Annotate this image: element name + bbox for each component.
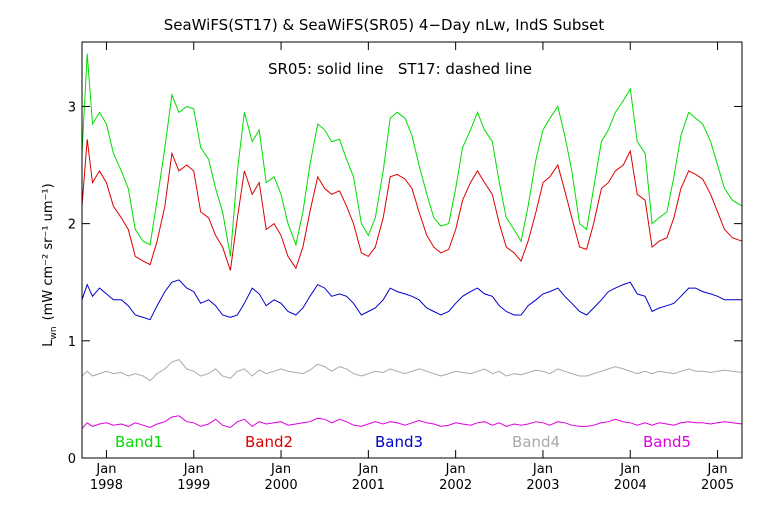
y-tick-label: 3 — [68, 100, 76, 115]
x-tick-label-month: Jan — [445, 462, 466, 477]
y-tick-label: 0 — [68, 452, 76, 467]
legend-label-band4: Band4 — [512, 433, 560, 451]
y-axis-label: Lwn (mW cm⁻² sr⁻¹ um⁻¹) — [41, 183, 59, 346]
series-line-band5 — [81, 415, 743, 430]
legend-label-band2: Band2 — [245, 433, 293, 451]
y-axis-label-units: (mW cm⁻² sr⁻¹ um⁻¹) — [41, 183, 56, 320]
x-tick-label-year: 2001 — [352, 478, 385, 493]
x-ticks: Jan1998Jan1999Jan2000Jan2001Jan2002Jan20… — [90, 42, 734, 493]
plot-frame — [81, 41, 743, 459]
x-tick-label-year: 2005 — [701, 478, 734, 493]
x-tick-label-month: Jan — [619, 462, 640, 477]
series-line-band3 — [81, 279, 742, 321]
x-tick-label-month: Jan — [183, 462, 204, 477]
series-line-band2 — [81, 139, 743, 271]
x-tick-label-month: Jan — [95, 462, 116, 477]
x-tick-label-year: 2000 — [265, 478, 298, 493]
x-tick-label-year: 2002 — [439, 478, 472, 493]
x-tick-label-year: 2003 — [526, 478, 559, 493]
legend-label-band3: Band3 — [375, 433, 423, 451]
chart-title: SeaWiFS(ST17) & SeaWiFS(SR05) 4−Day nLw,… — [164, 16, 605, 34]
y-tick-label: 1 — [68, 335, 76, 350]
x-tick-label-year: 2004 — [614, 478, 647, 493]
x-tick-label-year: 1999 — [177, 478, 210, 493]
series-line-band1 — [81, 53, 743, 257]
chart-annotation: SR05: solid line ST17: dashed line — [268, 60, 532, 78]
x-tick-label-month: Jan — [270, 462, 291, 477]
y-tick-label: 2 — [68, 218, 76, 233]
x-tick-label-month: Jan — [532, 462, 553, 477]
legend: Band1 Band2 Band3 Band4 Band5 — [115, 433, 691, 451]
plot-series — [81, 53, 743, 430]
x-tick-label-year: 1998 — [90, 478, 123, 493]
x-tick-label-month: Jan — [357, 462, 378, 477]
y-ticks: 0 1 2 3 — [68, 100, 742, 467]
series-line-band4 — [81, 359, 743, 382]
svg-text:Lwn(mW cm⁻² sr⁻¹ um⁻¹): Lwn (mW cm⁻² sr⁻¹ um⁻¹) — [41, 183, 59, 346]
y-axis-label-subscript: wn — [49, 326, 59, 339]
x-tick-label-month: Jan — [707, 462, 728, 477]
y-axis-label-symbol: L — [41, 339, 56, 347]
legend-label-band1: Band1 — [115, 433, 163, 451]
legend-label-band5: Band5 — [643, 433, 691, 451]
